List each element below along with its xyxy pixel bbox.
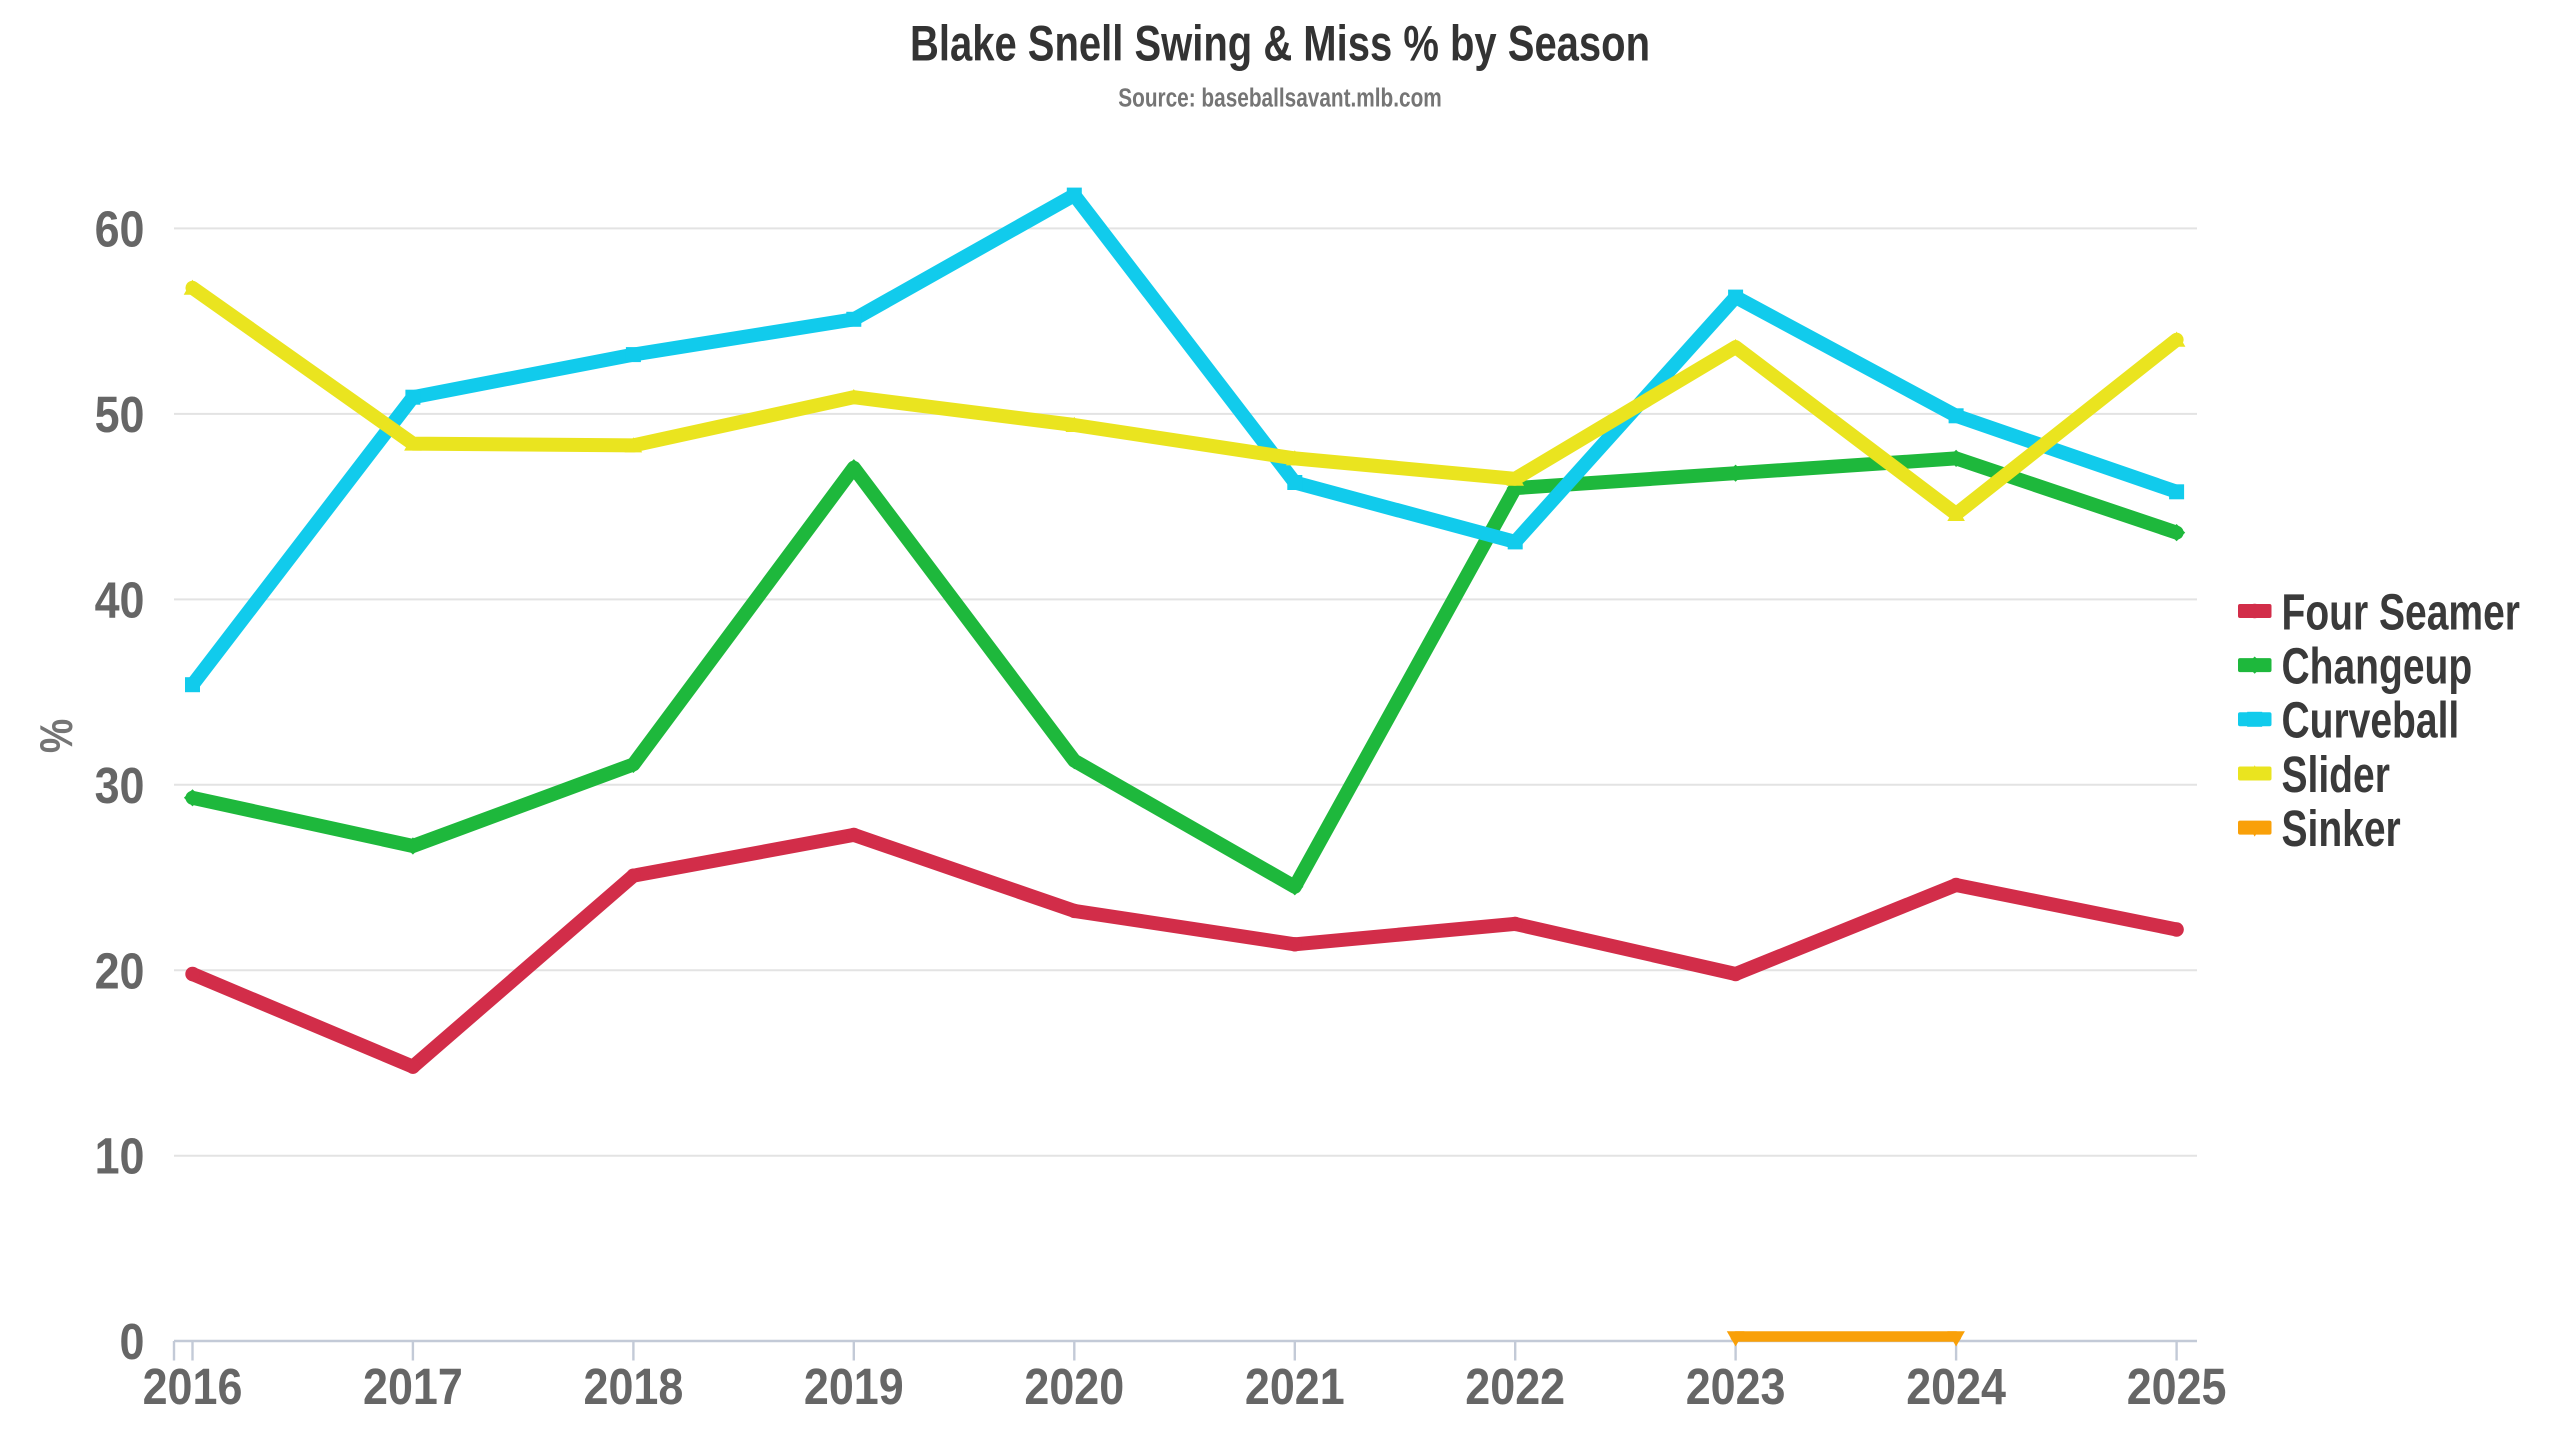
svg-text:Blake Snell Swing & Miss % by: Blake Snell Swing & Miss % by Season bbox=[910, 15, 1650, 71]
svg-text:Changeup: Changeup bbox=[2282, 637, 2473, 694]
svg-text:%: % bbox=[31, 719, 82, 753]
svg-text:2024: 2024 bbox=[1906, 1359, 2006, 1415]
svg-text:2016: 2016 bbox=[143, 1359, 243, 1415]
svg-text:50: 50 bbox=[95, 387, 145, 443]
svg-text:2020: 2020 bbox=[1024, 1359, 1124, 1415]
svg-text:0: 0 bbox=[120, 1315, 145, 1371]
svg-text:2023: 2023 bbox=[1686, 1359, 1786, 1415]
svg-text:2018: 2018 bbox=[583, 1359, 683, 1415]
svg-text:Sinker: Sinker bbox=[2282, 800, 2401, 857]
svg-text:Slider: Slider bbox=[2282, 746, 2390, 803]
svg-text:Source: baseballsavant.mlb.com: Source: baseballsavant.mlb.com bbox=[1118, 83, 1441, 112]
svg-text:2017: 2017 bbox=[363, 1359, 463, 1415]
svg-text:10: 10 bbox=[95, 1129, 145, 1185]
svg-text:2019: 2019 bbox=[804, 1359, 904, 1415]
svg-text:60: 60 bbox=[95, 202, 145, 258]
svg-text:40: 40 bbox=[95, 573, 145, 629]
svg-text:Four Seamer: Four Seamer bbox=[2282, 583, 2520, 640]
svg-text:2021: 2021 bbox=[1245, 1359, 1345, 1415]
svg-text:20: 20 bbox=[95, 944, 145, 1000]
svg-text:Curveball: Curveball bbox=[2282, 692, 2460, 749]
svg-text:30: 30 bbox=[95, 758, 145, 814]
svg-text:2025: 2025 bbox=[2127, 1359, 2227, 1415]
svg-text:2022: 2022 bbox=[1465, 1359, 1565, 1415]
